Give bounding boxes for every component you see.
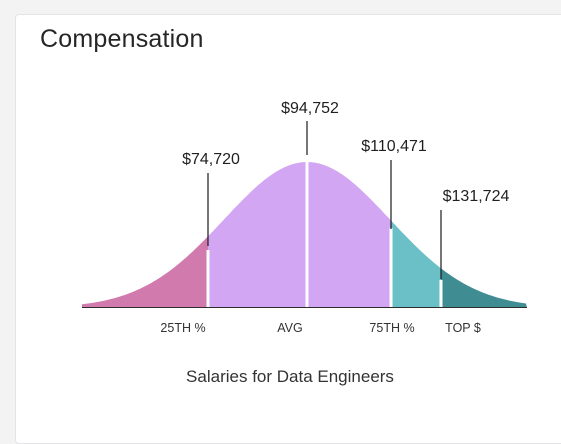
category-label-25th: 25TH % — [160, 321, 205, 335]
value-label-25th: $74,720 — [182, 151, 240, 168]
segment-top — [441, 268, 527, 308]
value-label-75th: $110,471 — [361, 138, 427, 155]
chart-caption: Salaries for Data Engineers — [186, 367, 394, 386]
category-label-avg: AVG — [277, 321, 302, 335]
value-label-avg: $94,752 — [281, 100, 339, 117]
salary-distribution-chart: $74,720 $94,752 $110,471 $131,724 25TH %… — [82, 100, 527, 335]
category-label-top: TOP $ — [445, 321, 481, 335]
value-label-top: $131,724 — [443, 188, 510, 205]
segment-25th-percentile — [82, 236, 208, 308]
category-label-75th: 75TH % — [369, 321, 414, 335]
segment-75th-percentile — [391, 220, 441, 308]
segment-avg — [208, 162, 391, 308]
card-title: Compensation — [40, 25, 204, 53]
